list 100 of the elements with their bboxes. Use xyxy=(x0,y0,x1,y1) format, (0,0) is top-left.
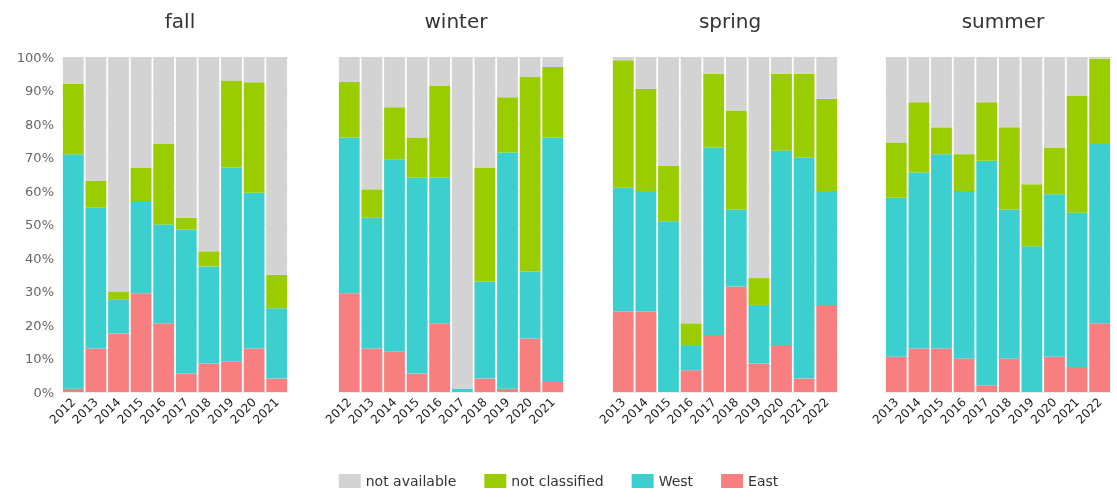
bar xyxy=(384,159,405,352)
bar xyxy=(406,137,428,178)
bar xyxy=(429,85,451,178)
bar xyxy=(976,102,998,161)
bar xyxy=(998,57,1020,128)
y-tick-label: 60% xyxy=(25,183,54,199)
bar xyxy=(771,57,792,74)
chart-title: winter xyxy=(424,9,489,33)
bar xyxy=(361,189,383,218)
bar xyxy=(635,88,657,191)
bar xyxy=(198,363,220,392)
bar xyxy=(976,160,998,386)
bar xyxy=(1044,147,1065,195)
bar xyxy=(451,388,473,392)
bar xyxy=(703,335,725,392)
chart-title: fall xyxy=(164,9,196,33)
bar xyxy=(243,82,265,193)
bar xyxy=(612,187,634,312)
bar xyxy=(1021,184,1043,247)
bar xyxy=(1089,323,1111,392)
bar xyxy=(153,57,175,145)
bar xyxy=(451,57,473,389)
bar xyxy=(266,308,288,379)
y-tick-label: 20% xyxy=(25,317,54,333)
bar xyxy=(130,201,152,294)
bar xyxy=(198,266,220,364)
bar xyxy=(725,110,747,210)
bar xyxy=(635,191,657,312)
bar xyxy=(384,57,405,108)
bar xyxy=(406,177,428,374)
bar xyxy=(931,57,952,128)
y-tick-label: 30% xyxy=(25,284,54,299)
bar xyxy=(243,57,265,83)
bar xyxy=(85,57,107,181)
bar xyxy=(953,191,975,359)
bar xyxy=(680,370,702,392)
bar xyxy=(62,83,84,155)
bar xyxy=(519,57,541,78)
bar xyxy=(908,57,930,103)
bar xyxy=(885,197,907,357)
bar xyxy=(658,57,679,166)
bar xyxy=(221,167,242,362)
bar xyxy=(266,378,288,392)
bar xyxy=(62,388,84,392)
bar xyxy=(635,311,657,392)
bar xyxy=(542,57,564,68)
bar xyxy=(885,57,907,143)
bar xyxy=(998,127,1020,210)
bar xyxy=(221,80,242,168)
bar xyxy=(931,348,952,392)
bar xyxy=(243,348,265,392)
bar xyxy=(908,172,930,349)
bar xyxy=(680,57,702,324)
bar xyxy=(793,378,815,392)
bar xyxy=(429,57,451,86)
bar xyxy=(703,73,725,148)
bar xyxy=(153,323,175,392)
bar xyxy=(885,356,907,392)
bar xyxy=(85,207,107,349)
bar xyxy=(361,348,383,392)
bar xyxy=(266,274,288,309)
bar xyxy=(519,338,541,392)
bar xyxy=(474,57,496,168)
bar xyxy=(953,154,975,191)
bar xyxy=(130,57,152,168)
y-tick-label: 90% xyxy=(25,83,54,98)
bar xyxy=(338,293,360,392)
bar xyxy=(953,57,975,155)
bar xyxy=(771,345,792,392)
bar xyxy=(108,299,129,334)
bar xyxy=(221,57,242,81)
bar xyxy=(361,57,383,190)
bar xyxy=(175,229,197,374)
bar xyxy=(519,271,541,339)
bar xyxy=(406,373,428,392)
bar xyxy=(748,278,770,305)
bar xyxy=(130,167,152,202)
bar xyxy=(1066,95,1088,213)
bar xyxy=(1044,194,1065,357)
bar xyxy=(198,251,220,267)
bar xyxy=(175,217,197,230)
legend-label: West xyxy=(658,473,694,489)
bar xyxy=(612,60,634,188)
bar xyxy=(474,378,496,392)
bar xyxy=(85,348,107,392)
y-tick-label: 10% xyxy=(25,351,54,366)
chart-title: summer xyxy=(961,9,1046,33)
bar xyxy=(62,57,84,84)
bar xyxy=(953,358,975,392)
bar xyxy=(243,192,265,349)
bar xyxy=(680,323,702,346)
y-tick-label: 40% xyxy=(25,250,54,266)
bar xyxy=(542,137,564,382)
bar xyxy=(725,57,747,111)
bar xyxy=(703,147,725,336)
legend-label: not classified xyxy=(511,473,604,489)
bar xyxy=(793,73,815,158)
bar xyxy=(1044,57,1065,148)
bar xyxy=(680,345,702,371)
bar xyxy=(725,209,747,287)
